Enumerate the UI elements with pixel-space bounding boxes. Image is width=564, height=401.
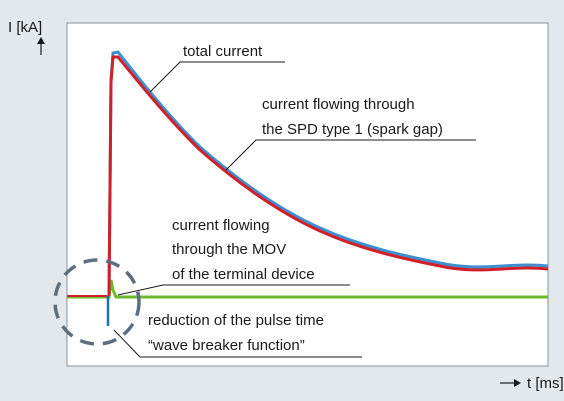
y-arrow: [37, 37, 45, 55]
y-axis-label: I [kA]: [8, 19, 42, 36]
annotation: current flowing through: [262, 96, 415, 113]
total-current-curve: [107, 50, 549, 297]
annotation: total current: [183, 43, 263, 60]
annotation: of the terminal device: [172, 266, 315, 283]
annotation: reduction of the pulse time: [148, 312, 324, 329]
spd-current-curve: [107, 55, 549, 297]
leader-line: [117, 284, 350, 296]
x-arrow: [500, 379, 521, 387]
annotation: “wave breaker function”: [148, 337, 305, 354]
leader-line: [149, 61, 285, 93]
x-axis-label: t [ms]: [527, 375, 564, 392]
leader-line: [225, 139, 476, 171]
highlight-circle: [53, 258, 141, 346]
annotation: current flowing: [172, 217, 270, 234]
annotation: through the MOV: [172, 241, 286, 258]
leader-line: [113, 329, 362, 358]
plot-area: [66, 22, 549, 367]
annotation: the SPD type 1 (spark gap): [262, 121, 443, 138]
